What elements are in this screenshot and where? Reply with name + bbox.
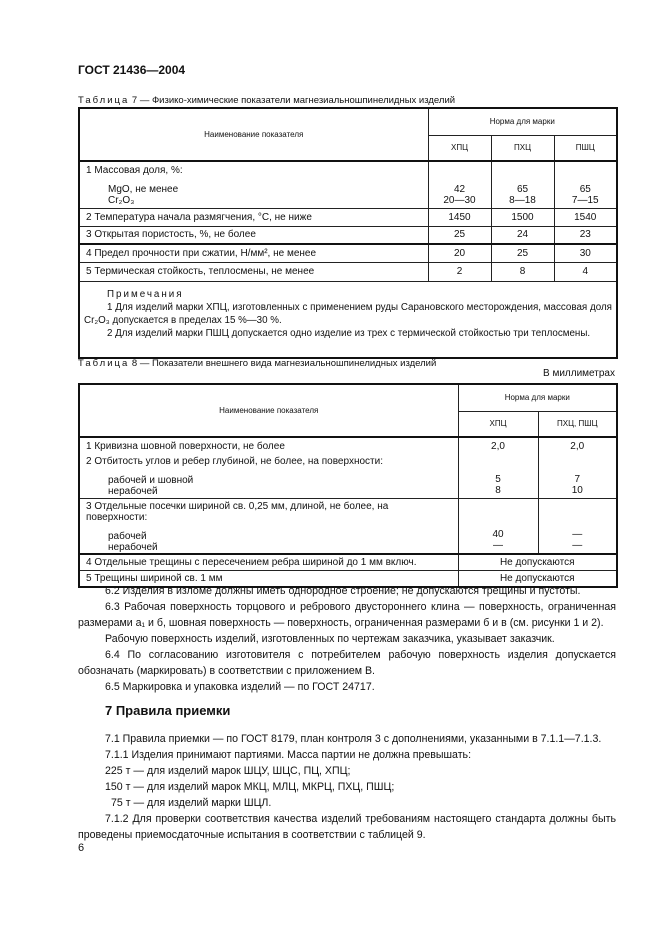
row-label: 2 Температура начала размягчения, °С, не… [78, 207, 429, 227]
row-sublabel: MgO, не менее [108, 184, 179, 195]
cell: 2 [427, 261, 492, 282]
list-item: 150 т — для изделий марок МКЦ, МЛЦ, МКРЦ… [105, 781, 395, 793]
cell: 20—30 [443, 194, 476, 206]
cell: 8 [495, 484, 501, 496]
paragraph: 6.4 По согласованию изготовителя с потре… [78, 649, 616, 677]
col-header: ХПЦ [427, 134, 492, 162]
cell: 25 [427, 225, 492, 245]
cell: Не допускаются [457, 570, 618, 587]
row-label: 4 Предел прочности при сжатии, Н/мм², не… [78, 243, 429, 263]
cell: 42 [453, 183, 466, 195]
cell: 1540 [553, 207, 618, 227]
note: 1 Для изделий марки ХПЦ, изготовленных с… [84, 301, 612, 326]
row-label: 1 Кривизна шовной поверхности, не более [78, 436, 459, 454]
section-heading: 7 Правила приемки [105, 703, 231, 718]
row-label: 4 Отдельные трещины с пересечением ребра… [78, 553, 459, 571]
cell: 7—15 [571, 194, 599, 206]
row-label: 5 Термическая стойкость, теплосмены, не … [78, 261, 429, 282]
col-header: ПХЦ, ПШЦ [537, 410, 618, 438]
table-row: 5 Трещины шириной св. 1 мм Не допускаются [78, 570, 618, 587]
col-header: ПХЦ [490, 134, 555, 162]
cell: 20 [427, 243, 492, 263]
table-notes: Примечания 1 Для изделий марки ХПЦ, изго… [78, 280, 618, 359]
table7-caption: Таблица 7 — Физико-химические показатели… [78, 95, 455, 106]
document-id: ГОСТ 21436—2004 [78, 63, 186, 77]
paragraph: 7.1 Правила приемки — по ГОСТ 8179, план… [105, 733, 602, 745]
table-row: 4 Отдельные трещины с пересечением ребра… [78, 553, 618, 571]
caption-prefix: Таблица [78, 95, 130, 106]
table-row: 4 Предел прочности при сжатии, Н/мм², не… [78, 243, 618, 263]
table-row: 5 Термическая стойкость, теплосмены, не … [78, 261, 618, 282]
cell: 2,0 [537, 436, 618, 454]
cell: 23 [553, 225, 618, 245]
caption-prefix: Таблица [78, 358, 130, 369]
cell: 2,0 [457, 436, 539, 454]
cell: — [572, 539, 583, 551]
cell: 25 [490, 243, 555, 263]
row-label: 3 Открытая пористость, %, не более [78, 225, 429, 245]
paragraph: 6.3 Рабочая поверхность торцового и ребр… [78, 601, 616, 629]
table-row: 2 Температура начала размягчения, °С, не… [78, 207, 618, 227]
cell: 5 [495, 473, 501, 485]
cell: 65 [579, 183, 591, 195]
col-name-header: Наименование показателя [78, 107, 429, 162]
list-item: 75 т — для изделий марки ШЦЛ. [111, 797, 272, 809]
cell: 10 [571, 484, 583, 496]
paragraph: 7.1.2 Для проверки соответствия качества… [78, 813, 616, 841]
cell: 7 [574, 473, 581, 485]
row-label: 5 Трещины шириной св. 1 мм [78, 570, 459, 587]
section-6-text: 6.2 Изделия в изломе должны иметь одноро… [78, 583, 616, 695]
cell: 30 [553, 243, 618, 263]
cell: Не допускаются [457, 553, 618, 571]
cell: 8—18 [509, 194, 536, 206]
table8-caption: Таблица 8 — Показатели внешнего вида маг… [78, 358, 436, 369]
table-8: Наименование показателя Норма для марки Х… [78, 383, 619, 588]
units-label: В миллиметрах [543, 368, 615, 379]
paragraph: 6.5 Маркировка и упаковка изделий — по Г… [105, 681, 375, 693]
cell: 40 [492, 528, 504, 540]
col-name-header: Наименование показателя [78, 383, 459, 438]
row-label: 3 Отдельные посечки шириной св. 0,25 мм,… [86, 500, 389, 523]
row-sublabel: нерабочей [108, 541, 158, 553]
note: 2 Для изделий марки ПШЦ допускается одно… [107, 327, 591, 339]
paragraph: Рабочую поверхность изделий, изготовленн… [105, 633, 555, 645]
row-label: 2 Отбитость углов и ребер глубиной, не б… [86, 456, 383, 467]
cell: 65 [516, 183, 529, 195]
cell: 1450 [427, 207, 492, 227]
table-row: 1 Кривизна шовной поверхности, не более 2… [78, 436, 618, 454]
col-header: ХПЦ [457, 410, 539, 438]
table-7: Наименование показателя Норма для марки Х… [78, 107, 618, 359]
col-header: ПШЦ [553, 134, 618, 162]
cell: 1500 [490, 207, 555, 227]
row-sublabel: рабочей [108, 530, 147, 542]
cell: 8 [490, 261, 555, 282]
list-item: 225 т — для изделий марок ШЦУ, ШЦС, ПЦ, … [105, 765, 351, 777]
col-group-header: Норма для марки [457, 383, 618, 412]
table-row: 3 Отдельные посечки шириной св. 0,25 мм,… [78, 497, 618, 554]
table-row: 1 Массовая доля, %: MgO, не менее Cr₂O₃ 42… [78, 160, 618, 209]
notes-title: Примечания [107, 288, 184, 300]
col-group-header: Норма для марки [427, 107, 618, 136]
row-sublabel: Cr₂O₃ [108, 195, 135, 206]
table-row: 3 Открытая пористость, %, не более 25 24 23 [78, 225, 618, 245]
cell: — [493, 539, 503, 551]
cell: 4 [553, 261, 618, 282]
paragraph: 7.1.1 Изделия принимают партиями. Масса … [105, 749, 472, 761]
cell: — [572, 528, 583, 540]
paragraph: 6.2 Изделия в изломе должны иметь одноро… [105, 585, 581, 597]
cell: 24 [490, 225, 555, 245]
table-row: 2 Отбитость углов и ребер глубиной, не б… [78, 454, 618, 499]
caption-text: 7 — Физико-химические показатели магнези… [131, 95, 456, 106]
page-number: 6 [78, 842, 85, 854]
row-sublabel: рабочей и шовной [108, 475, 194, 486]
row-sublabel: нерабочей [108, 486, 158, 497]
row-label: 1 Массовая доля, %: [86, 165, 183, 176]
section-7-text: 7.1 Правила приемки — по ГОСТ 8179, план… [78, 731, 616, 843]
caption-text: 8 — Показатели внешнего вида магнезиальн… [131, 358, 437, 369]
